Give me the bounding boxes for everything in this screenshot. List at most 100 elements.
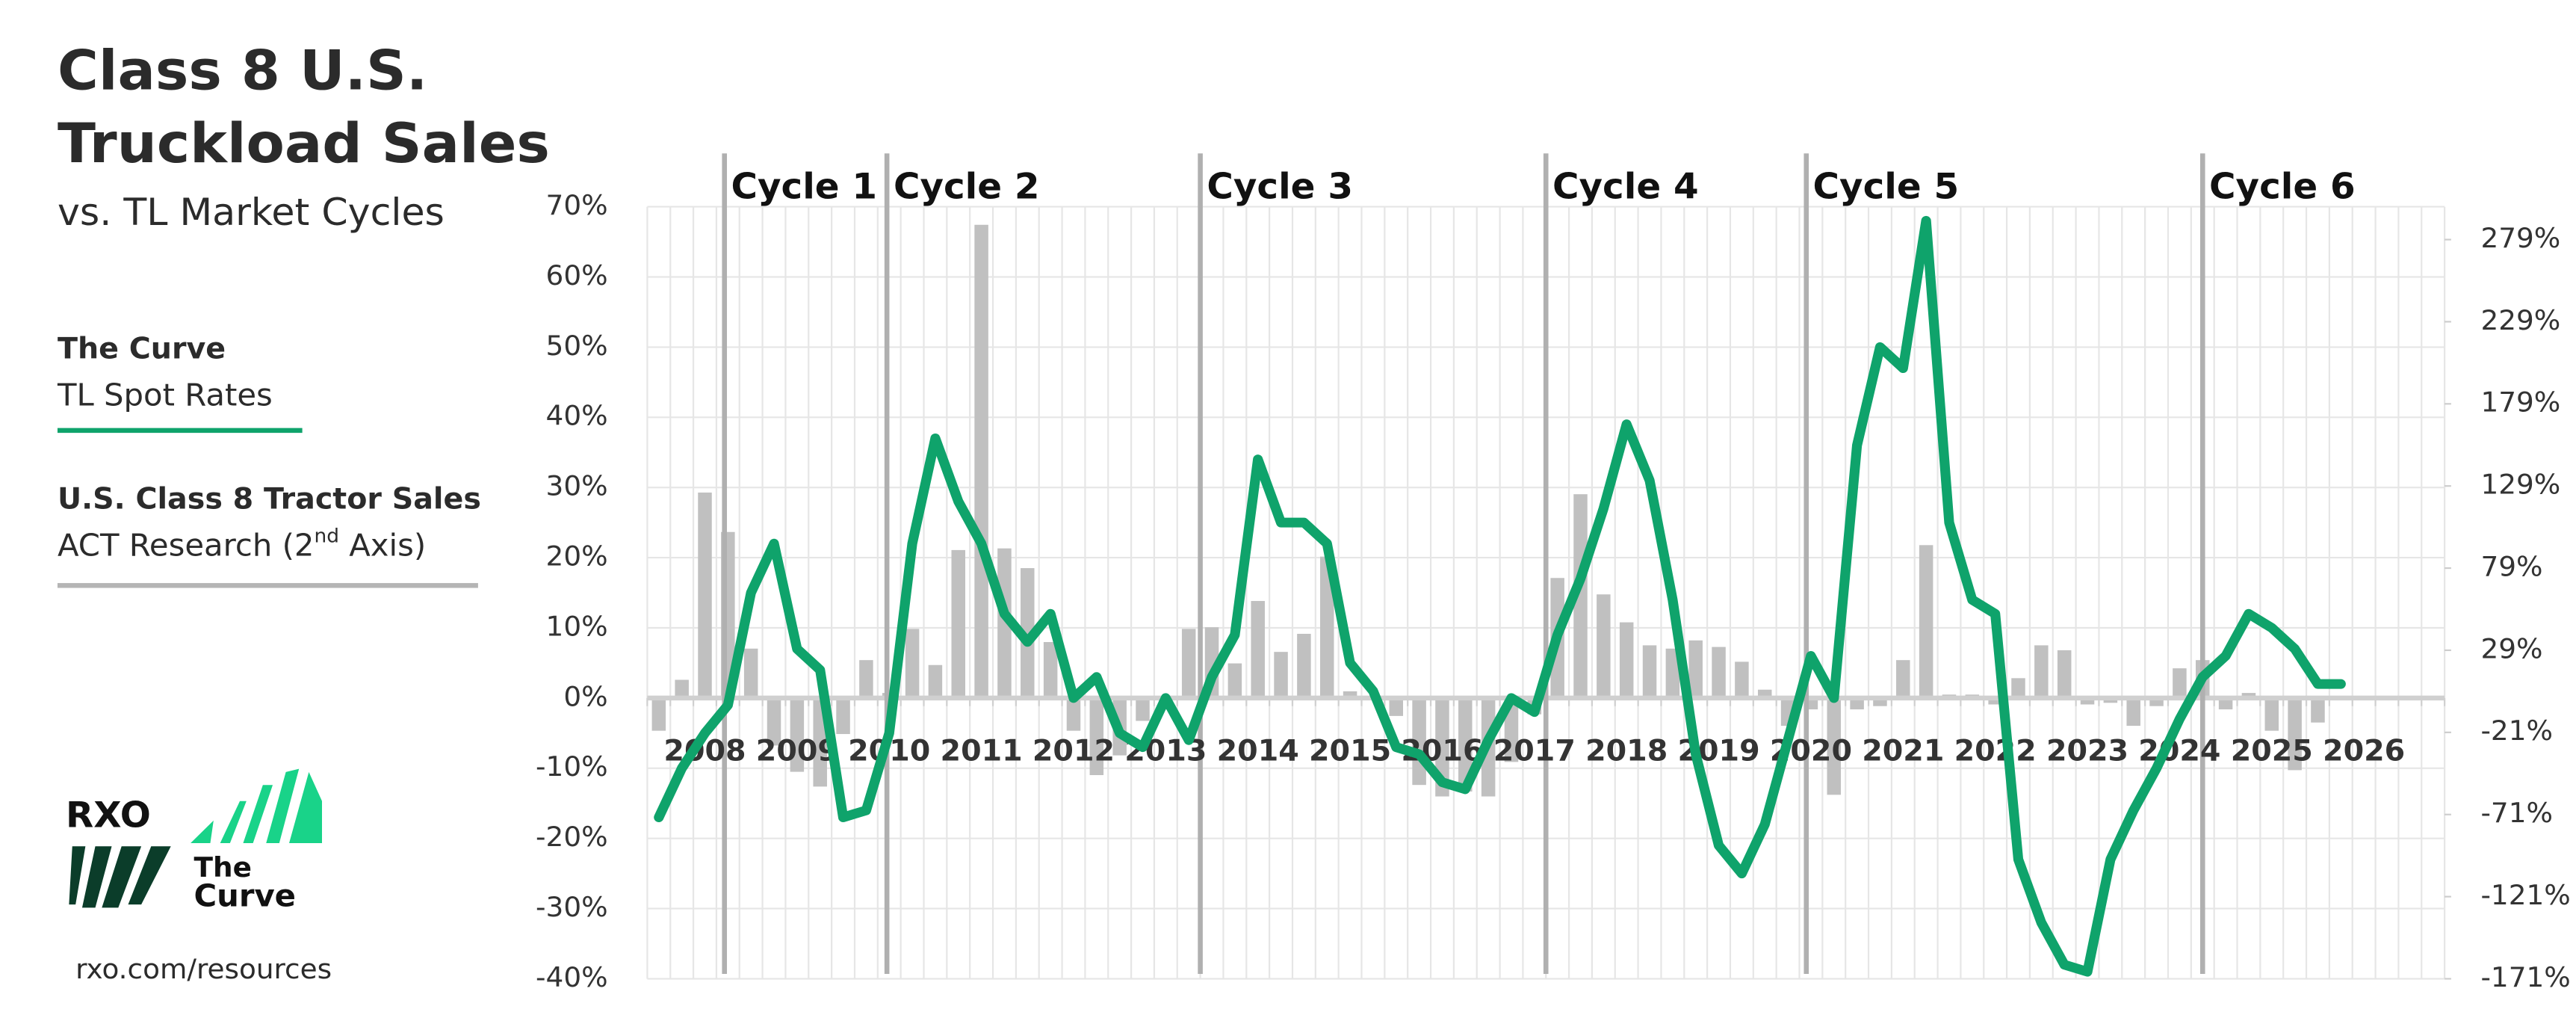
cycle-label: Cycle 6 bbox=[2209, 166, 2356, 208]
legend-source-part: ACT Research (2 bbox=[58, 528, 315, 564]
y-tick-label: 10% bbox=[546, 611, 608, 643]
y2-tick-label: -71% bbox=[2480, 797, 2553, 829]
bar bbox=[1043, 641, 1058, 698]
bar bbox=[1181, 629, 1196, 698]
bar bbox=[1619, 622, 1634, 698]
bar bbox=[675, 679, 689, 698]
line bbox=[654, 215, 2346, 977]
y-tick-label: 40% bbox=[546, 400, 608, 432]
bar bbox=[1688, 640, 1703, 698]
logo-mark bbox=[69, 846, 171, 908]
chart-subtitle: vs. TL Market Cycles bbox=[58, 190, 445, 233]
chart-title: Truckload Sales bbox=[58, 112, 550, 176]
y2-tick-label: -121% bbox=[2480, 879, 2570, 911]
bar bbox=[651, 697, 666, 731]
x-tick-label: 2012 bbox=[1032, 735, 1115, 768]
y-tick-label: 50% bbox=[546, 330, 608, 362]
bar bbox=[1827, 697, 1842, 795]
legend-swatch bbox=[57, 583, 478, 588]
x-tick-label: 2014 bbox=[1217, 735, 1299, 768]
y-tick-label: 60% bbox=[546, 259, 608, 292]
y-tick-label: 30% bbox=[546, 470, 608, 502]
bar bbox=[1251, 601, 1265, 698]
y-tick-label: 20% bbox=[546, 540, 608, 573]
bar bbox=[1735, 661, 1749, 698]
bar bbox=[836, 697, 850, 735]
bar bbox=[1297, 633, 1311, 698]
bar bbox=[997, 548, 1012, 698]
y-tick-label: -40% bbox=[536, 961, 608, 993]
x-tick-label: 2011 bbox=[941, 735, 1023, 768]
bar bbox=[1712, 647, 1726, 698]
cycle-label: Cycle 5 bbox=[1813, 166, 1960, 208]
bar bbox=[1873, 697, 1887, 706]
bar bbox=[1642, 645, 1657, 698]
x-tick-label: 2022 bbox=[1954, 735, 2037, 768]
legend-swatch bbox=[57, 428, 303, 434]
logo-mark bbox=[191, 768, 322, 843]
bar bbox=[790, 697, 805, 772]
y2-tick-label: 79% bbox=[2480, 551, 2542, 583]
legend-source-part: Axis) bbox=[339, 528, 426, 564]
bar bbox=[1597, 594, 1611, 698]
y-tick-label: 0% bbox=[563, 681, 607, 713]
bar bbox=[1319, 556, 1334, 698]
bar bbox=[2218, 697, 2233, 710]
url: rxo.com/resources bbox=[75, 953, 332, 985]
bar bbox=[1850, 697, 1864, 710]
x-tick-label: 2026 bbox=[2323, 735, 2405, 768]
bar bbox=[1089, 697, 1104, 775]
bar bbox=[1136, 697, 1150, 721]
y2-tick-label: -171% bbox=[2480, 961, 2570, 993]
y2-tick-label: 179% bbox=[2480, 386, 2560, 419]
bar bbox=[2126, 697, 2140, 727]
bar bbox=[1896, 660, 1910, 698]
bar bbox=[1757, 689, 1772, 698]
y-tick-label: -10% bbox=[536, 751, 608, 783]
bar bbox=[951, 549, 966, 698]
y2-tick-label: 129% bbox=[2480, 469, 2560, 501]
y2-tick-label: 229% bbox=[2480, 304, 2560, 336]
logo: RXO The Curve bbox=[66, 768, 322, 913]
legend-source-sup: nd bbox=[314, 525, 338, 547]
bar bbox=[743, 648, 758, 698]
bar bbox=[1665, 648, 1680, 698]
y2-tick-label: 29% bbox=[2480, 633, 2542, 665]
bar bbox=[2241, 693, 2256, 698]
x-tick-label: 2023 bbox=[2046, 735, 2128, 768]
cycle-label: Cycle 4 bbox=[1552, 166, 1699, 208]
x-tick-label: 2015 bbox=[1309, 735, 1391, 768]
bar bbox=[2057, 650, 2072, 698]
bar bbox=[2034, 645, 2049, 698]
legend-label: U.S. Class 8 Tractor Sales bbox=[58, 483, 481, 516]
y-tick-label: 70% bbox=[546, 189, 608, 221]
legend-label: The Curve bbox=[58, 333, 226, 366]
bar bbox=[698, 492, 712, 698]
bar bbox=[1389, 697, 1404, 716]
bar bbox=[2149, 697, 2164, 706]
bar bbox=[905, 629, 920, 698]
bar bbox=[2080, 697, 2095, 705]
legend-source: ACT Research (2nd Axis) bbox=[58, 525, 426, 563]
cycle-label: Cycle 3 bbox=[1207, 166, 1353, 208]
bar bbox=[2264, 697, 2279, 731]
bar bbox=[1573, 494, 1588, 698]
logo-text: RXO bbox=[66, 795, 151, 836]
y-tick-label: -20% bbox=[536, 821, 608, 853]
bar bbox=[1066, 697, 1081, 731]
bar bbox=[1919, 545, 1933, 698]
bar bbox=[1274, 652, 1288, 698]
legend-source: TL Spot Rates bbox=[57, 377, 273, 413]
bar bbox=[2011, 678, 2025, 698]
bar bbox=[1988, 697, 2002, 705]
bar bbox=[1343, 691, 1357, 698]
y2-tick-label: 279% bbox=[2480, 222, 2560, 254]
y-tick-label: -30% bbox=[536, 891, 608, 923]
x-tick-label: 2025 bbox=[2231, 735, 2313, 768]
bar bbox=[1227, 663, 1242, 698]
bar bbox=[1021, 568, 1035, 698]
bar bbox=[974, 224, 988, 698]
x-tick-label: 2024 bbox=[2138, 735, 2220, 768]
